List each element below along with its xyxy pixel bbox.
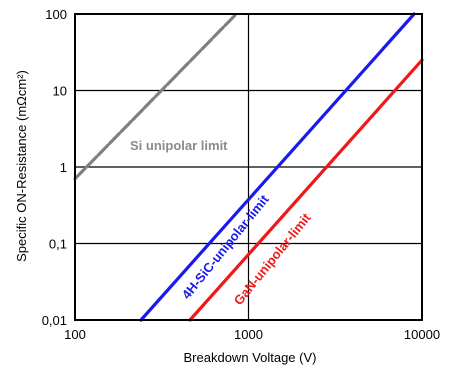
x-axis-label: Breakdown Voltage (V) xyxy=(184,350,317,365)
y-tick-label: 10 xyxy=(53,84,67,99)
y-tick-label: 0,01 xyxy=(42,313,67,328)
series-line-2 xyxy=(188,58,424,322)
x-tick-label: 1000 xyxy=(234,327,263,342)
series-layer xyxy=(73,12,424,322)
series-label-si: Si unipolar limit xyxy=(130,138,228,153)
series-line-1 xyxy=(139,12,416,322)
y-axis-label: Specific ON-Resistance (mΩcm²) xyxy=(14,70,29,262)
y-tick-label: 1 xyxy=(60,160,67,175)
x-tick-label: 100 xyxy=(64,327,86,342)
plot-frame xyxy=(74,13,423,321)
series-line-0 xyxy=(73,12,238,181)
x-tick-label: 10000 xyxy=(404,327,440,342)
grid-layer xyxy=(75,14,422,320)
tick-labels: 100 1000 10000 0,01 0,1 1 10 100 xyxy=(42,7,440,342)
y-tick-label: 0,1 xyxy=(49,237,67,252)
y-tick-label: 100 xyxy=(45,7,67,22)
